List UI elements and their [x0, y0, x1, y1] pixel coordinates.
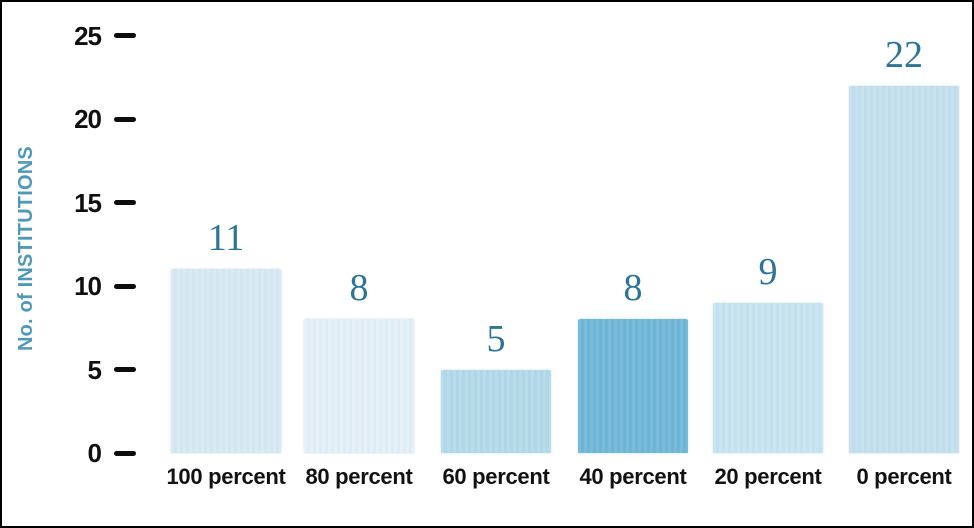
- y-tick-dash: [114, 33, 136, 38]
- y-tick-dash: [114, 367, 136, 372]
- bar: [171, 269, 281, 453]
- x-axis-category-label: 20 percent: [714, 464, 822, 489]
- x-axis-category-label: 60 percent: [442, 464, 550, 489]
- bar: [441, 369, 551, 453]
- y-axis-tick: 0: [2, 438, 136, 468]
- y-tick-label: 5: [87, 354, 103, 385]
- bar-value-label: 8: [623, 267, 643, 310]
- y-tick-label: 15: [74, 187, 102, 218]
- bar-value-label: 22: [885, 33, 923, 76]
- y-tick-dash: [114, 450, 136, 456]
- bar: [304, 319, 414, 453]
- y-tick-label: 10: [74, 271, 102, 301]
- y-axis-tick: 20: [2, 104, 136, 134]
- y-tick-dash: [114, 116, 136, 122]
- y-tick-label: 25: [74, 20, 102, 51]
- y-axis-tick: 10: [2, 271, 136, 301]
- bar-value-label: 8: [349, 267, 369, 310]
- bar-value-label: 9: [758, 250, 778, 293]
- y-axis-title: No. of INSTITUTIONS: [15, 146, 37, 351]
- x-axis-category-label: 0 percent: [856, 464, 952, 489]
- bar: [713, 302, 823, 453]
- y-axis-tick: 5: [2, 355, 136, 385]
- y-tick-dash: [114, 283, 136, 289]
- y-axis-tick: 25: [2, 21, 136, 51]
- bar: [578, 319, 688, 453]
- y-tick-label: 20: [74, 104, 102, 134]
- bar-value-label: 11: [207, 217, 245, 260]
- bar: [849, 85, 959, 453]
- x-axis-category-label: 40 percent: [579, 464, 687, 489]
- y-tick-dash: [114, 200, 136, 205]
- bar-value-label: 5: [486, 317, 506, 360]
- x-axis-category-label: 80 percent: [305, 464, 413, 489]
- x-axis-category-label: 100 percent: [166, 464, 286, 489]
- y-axis-tick: 15: [2, 188, 136, 218]
- y-tick-label: 0: [87, 438, 103, 468]
